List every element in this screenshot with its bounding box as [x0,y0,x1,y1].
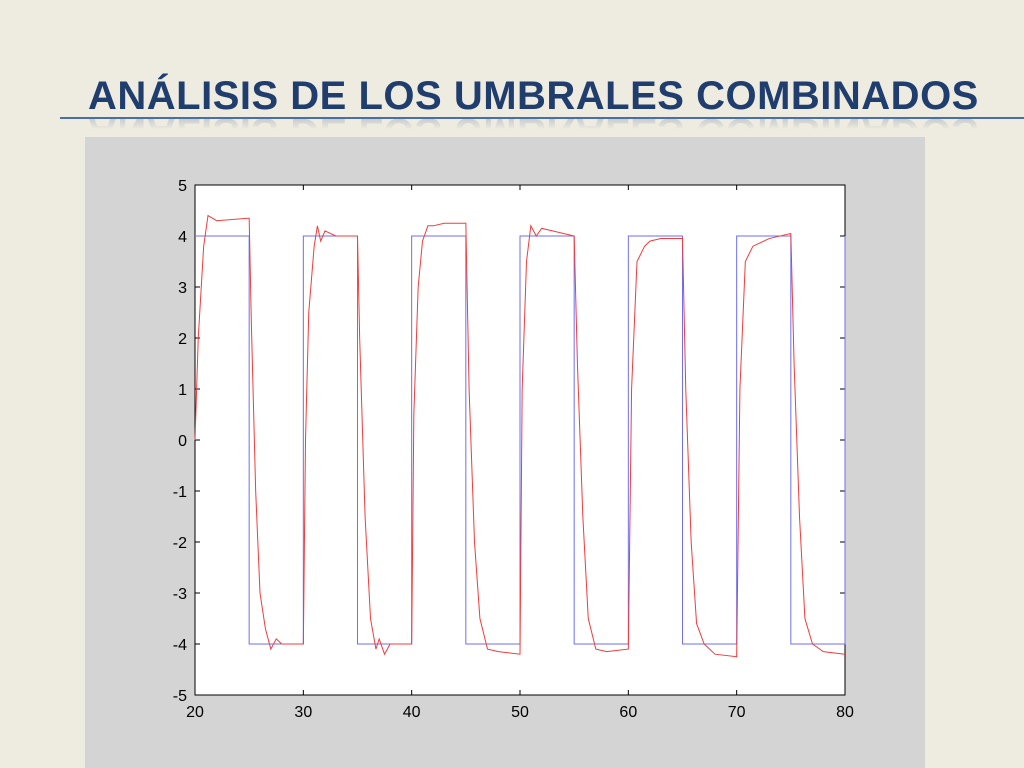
x-tick-label: 80 [836,704,854,721]
y-tick-label: -3 [173,586,187,603]
y-tick-label: -2 [173,535,187,552]
y-tick-label: -4 [173,637,187,654]
y-tick-label: 2 [178,331,187,348]
y-tick-label: 0 [178,433,187,450]
title-rule [60,117,1024,119]
x-tick-label: 20 [186,704,204,721]
x-tick-label: 30 [294,704,312,721]
data-line [195,235,846,645]
x-tick-label: 50 [511,704,529,721]
y-tick-label: -1 [173,484,187,501]
x-tick-label: 70 [728,704,746,721]
x-tick-label: 60 [619,704,637,721]
y-tick-label: 5 [178,178,187,195]
y-tick-label: -5 [173,688,187,705]
x-tick-label: 40 [403,704,421,721]
data-line [194,214,846,658]
y-tick-label: 4 [178,229,187,246]
y-tick-label: 3 [178,280,187,297]
slide-title: ANÁLISIS DE LOS UMBRALES COMBINADOS [88,74,979,118]
y-tick-label: 1 [178,382,187,399]
